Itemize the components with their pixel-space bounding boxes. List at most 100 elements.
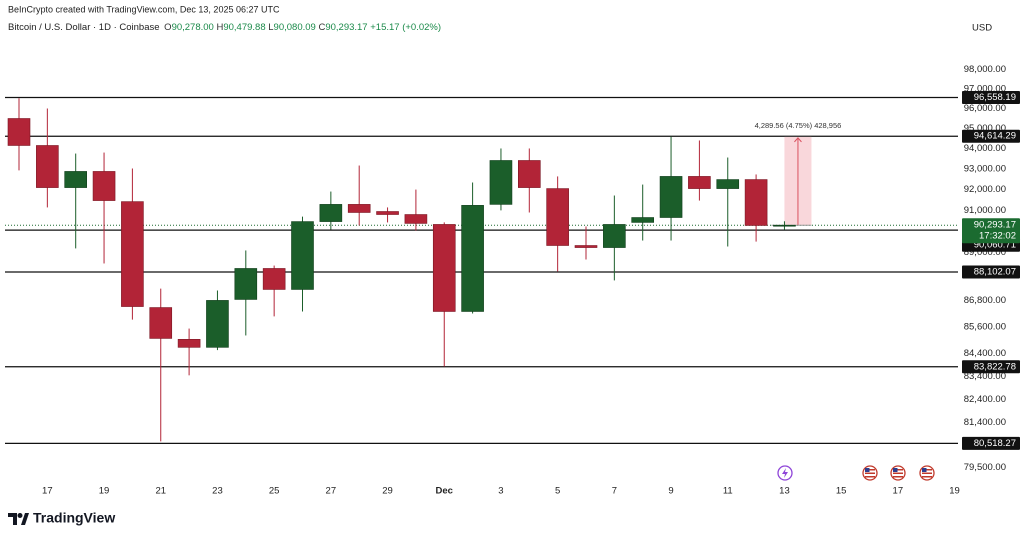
candle-body bbox=[461, 205, 484, 312]
candle-body bbox=[121, 201, 144, 307]
y-tick-label: 95,000.00 bbox=[964, 123, 1006, 134]
level-label-box bbox=[962, 265, 1020, 279]
legend-key: C bbox=[318, 22, 325, 33]
candle-body bbox=[92, 171, 116, 201]
candle-body bbox=[432, 224, 456, 312]
x-tick-label: Dec bbox=[436, 486, 453, 497]
candle-body bbox=[7, 118, 31, 146]
x-tick-label: 19 bbox=[949, 486, 960, 497]
y-tick-label: 92,000.00 bbox=[964, 184, 1006, 195]
y-tick-label: 83,400.00 bbox=[964, 371, 1006, 382]
y-tick-label: 89,000.00 bbox=[964, 247, 1006, 258]
y-tick-label: 81,400.00 bbox=[964, 417, 1006, 428]
y-tick-label: 85,600.00 bbox=[964, 321, 1006, 332]
x-tick-label: 29 bbox=[382, 486, 393, 497]
y-tick-label: 79,500.00 bbox=[964, 462, 1006, 473]
candle-body bbox=[319, 204, 343, 222]
level-label: 94,614.29 bbox=[974, 131, 1016, 142]
x-tick-label: 9 bbox=[668, 486, 673, 497]
y-tick-label: 91,000.00 bbox=[964, 205, 1006, 216]
x-tick-label: 19 bbox=[99, 486, 110, 497]
y-tick-label: 93,000.00 bbox=[964, 164, 1006, 175]
marks-layer: 4,289.56 (4.75%) 428,956 bbox=[7, 98, 842, 442]
flag-icon[interactable] bbox=[862, 465, 878, 481]
x-tick-label: 23 bbox=[212, 486, 223, 497]
x-tick-label: 25 bbox=[269, 486, 280, 497]
candle-body bbox=[546, 188, 569, 246]
y-tick-label: 82,400.00 bbox=[964, 394, 1006, 405]
x-tick-label: 13 bbox=[779, 486, 790, 497]
legend-value: 90,479.88 bbox=[223, 22, 265, 33]
candle-body bbox=[574, 245, 598, 248]
candle-body bbox=[744, 179, 768, 226]
candle-body bbox=[262, 268, 286, 290]
measure-label: 4,289.56 (4.75%) 428,956 bbox=[755, 121, 842, 130]
candle-body bbox=[177, 339, 201, 348]
x-tick-label: 3 bbox=[498, 486, 503, 497]
event-icons bbox=[777, 465, 935, 481]
candle-body bbox=[517, 160, 541, 188]
measure-arrow-head bbox=[794, 137, 802, 143]
brand-logo bbox=[8, 513, 29, 525]
candle-body bbox=[149, 307, 173, 339]
legend-value: 90,278.00 bbox=[172, 22, 214, 33]
candle-body bbox=[36, 145, 59, 188]
candle-body bbox=[347, 204, 371, 213]
x-tick-label: 5 bbox=[555, 486, 560, 497]
legend-key: H bbox=[216, 22, 223, 33]
symbol-legend: Bitcoin / U.S. Dollar · 1D · Coinbase O9… bbox=[8, 22, 441, 33]
symbol: Bitcoin / U.S. Dollar · 1D · Coinbase bbox=[8, 22, 160, 33]
level-label: 80,518.27 bbox=[974, 438, 1016, 449]
candle-body bbox=[631, 217, 655, 223]
axis-layer: 98,000.00 97,000.00 96,000.00 95,000.00 94,0… bbox=[42, 64, 1020, 497]
candle-body bbox=[716, 179, 740, 189]
candle-body bbox=[376, 211, 399, 215]
last-price-label: 90,293.17 bbox=[974, 220, 1016, 231]
candle-body bbox=[489, 160, 513, 205]
candle-body bbox=[234, 268, 258, 300]
y-tick-label: 97,000.00 bbox=[964, 83, 1006, 94]
level-label: 83,822.78 bbox=[974, 361, 1016, 372]
level-label-box bbox=[962, 91, 1020, 105]
candle-body bbox=[64, 171, 87, 188]
x-tick-label: 21 bbox=[155, 486, 166, 497]
level-label: 88,102.07 bbox=[974, 267, 1016, 278]
level-label-box bbox=[962, 129, 1020, 143]
x-tick-label: 15 bbox=[836, 486, 847, 497]
candle-body bbox=[206, 300, 229, 348]
y-tick-label: 94,000.00 bbox=[964, 143, 1006, 154]
legend-change: +15.17 (+0.02%) bbox=[370, 22, 441, 33]
flag-icon[interactable] bbox=[919, 465, 935, 481]
level-label: 90,060.71 bbox=[974, 240, 1016, 251]
legend-value: 90,293.17 bbox=[325, 22, 367, 33]
legend-value: 90,080.09 bbox=[274, 22, 316, 33]
y-tick-label: 98,000.00 bbox=[964, 64, 1006, 75]
x-tick-label: 7 bbox=[612, 486, 617, 497]
flag-icon[interactable] bbox=[890, 465, 906, 481]
candle-body bbox=[404, 214, 428, 224]
event-icon-glyph bbox=[782, 468, 788, 478]
candle-body bbox=[291, 221, 314, 290]
y-tick-label: 96,000.00 bbox=[964, 103, 1006, 114]
candle-body bbox=[773, 224, 796, 227]
y-tick-label: 86,800.00 bbox=[964, 295, 1006, 306]
y-tick-label: 84,400.00 bbox=[964, 348, 1006, 359]
x-tick-label: 11 bbox=[723, 486, 733, 497]
attribution: BeInCrypto created with TradingView.com,… bbox=[8, 4, 280, 14]
level-label-box bbox=[962, 436, 1020, 450]
x-tick-label: 27 bbox=[326, 486, 337, 497]
candle-body bbox=[688, 176, 711, 189]
countdown-label: 17:32:02 bbox=[979, 231, 1016, 242]
candle-body bbox=[603, 224, 626, 248]
legend-key: L bbox=[268, 22, 273, 33]
x-tick-label: 17 bbox=[42, 486, 53, 497]
brand-name: TradingView bbox=[33, 510, 115, 526]
level-label: 96,558.19 bbox=[974, 92, 1016, 103]
x-tick-label: 17 bbox=[893, 486, 904, 497]
candle-body bbox=[659, 176, 683, 218]
legend-key: O bbox=[164, 22, 171, 33]
currency: USD bbox=[972, 23, 992, 34]
level-label-box bbox=[962, 360, 1020, 374]
last-price-box bbox=[962, 218, 1020, 244]
